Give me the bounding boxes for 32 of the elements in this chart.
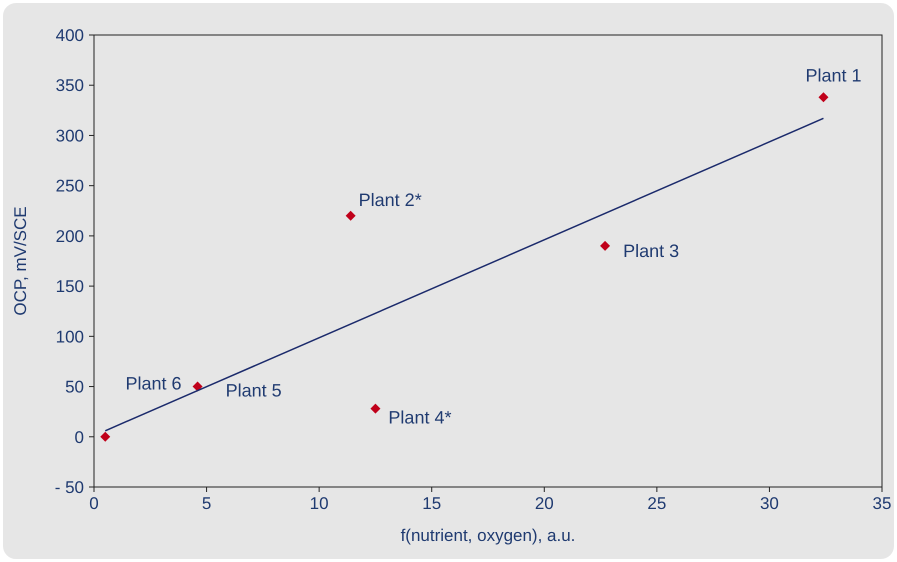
y-tick-label: 150 [56, 277, 84, 296]
x-tick-label: 20 [534, 494, 554, 513]
y-tick-label: 50 [65, 378, 84, 397]
annotation: Plant 1 [805, 65, 862, 86]
annotation: Plant 3 [623, 240, 680, 261]
annotation: Plant 6 [126, 374, 182, 394]
point [818, 92, 828, 102]
y-tick-label: 350 [56, 76, 84, 96]
y-tick-label: 250 [56, 176, 84, 196]
point [600, 240, 610, 251]
x-tick-label: 35 [872, 494, 892, 513]
x-tick-label: 15 [422, 494, 442, 513]
y-tick-label: - 50 [54, 478, 84, 497]
x-tick-label: 30 [760, 494, 779, 513]
point [346, 210, 356, 221]
point [100, 432, 110, 442]
y-tick-label: 100 [56, 327, 84, 346]
y-tick-label: 200 [56, 226, 84, 246]
point [192, 382, 203, 392]
x-tick-label: 25 [647, 494, 666, 513]
y-tick-label: 400 [56, 26, 84, 45]
annotation: Plant 2* [358, 190, 422, 210]
y-tick-label: 0 [74, 428, 84, 447]
y-tick-label: 300 [56, 126, 84, 146]
x-tick-label: 10 [310, 494, 329, 513]
x-axis-title: f(nutrient, oxygen), a.u. [400, 526, 576, 545]
x-tick-label: 0 [89, 494, 99, 513]
annotation: Plant 5 [226, 380, 282, 401]
annotation: Plant 4* [388, 408, 452, 428]
x-tick-label: 5 [202, 494, 212, 513]
point [370, 404, 380, 414]
y-axis-title: OCP, mV/SCE [11, 206, 30, 316]
